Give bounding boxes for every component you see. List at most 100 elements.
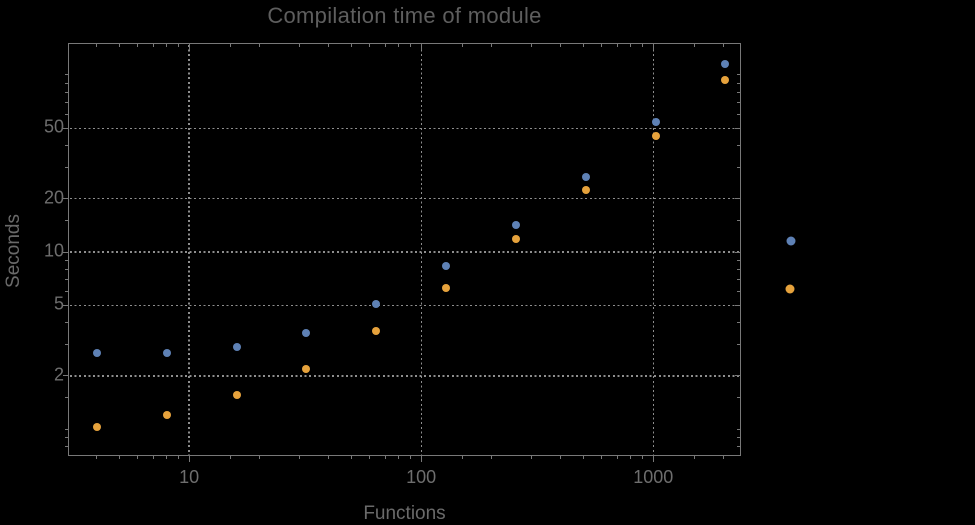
y-tick-right-15: [737, 220, 741, 222]
x-tick-bottom-200: [490, 455, 492, 459]
x-tick-top-7: [152, 43, 154, 47]
x-tick-bottom-30: [299, 455, 301, 459]
x-tick-top-900: [642, 43, 644, 47]
data-point-series-1-blue-x32: [302, 328, 311, 337]
x-tick-bottom-15: [229, 455, 231, 459]
y-tick-right-40: [737, 144, 741, 146]
x-tick-bottom-8: [166, 455, 168, 459]
y-tick-label-2: 2: [53, 364, 64, 385]
y-tick-label-5: 5: [53, 294, 64, 315]
x-tick-top-20: [258, 43, 260, 47]
x-tick-top-60: [369, 43, 371, 47]
x-tick-top-15: [229, 43, 231, 47]
x-tick-bottom-20: [258, 455, 260, 459]
x-tick-bottom-300: [531, 455, 533, 459]
y-tick-right-50: [734, 127, 741, 129]
chart-title: Compilation time of module: [267, 3, 542, 28]
y-tick-label-10: 10: [43, 240, 64, 261]
y-tick-right-20: [734, 198, 741, 200]
x-axis-label: Functions: [363, 503, 446, 524]
y-tick-right-6: [737, 290, 741, 292]
x-tick-bottom-900: [642, 455, 644, 459]
x-tick-top-300: [531, 43, 533, 47]
x-tick-bottom-60: [369, 455, 371, 459]
y-tick-left-0.8: [65, 445, 69, 447]
data-point-series-1-blue-x8: [162, 348, 171, 357]
gridline-y-20: [69, 198, 740, 200]
y-tick-left-5: [62, 304, 69, 306]
y-tick-left-90: [65, 82, 69, 84]
y-tick-left-15: [65, 220, 69, 222]
gridline-y-50: [69, 127, 740, 129]
y-tick-label-20: 20: [43, 187, 64, 208]
data-point-series-2-orange-x64: [372, 326, 381, 335]
x-tick-bottom-1000: [652, 455, 654, 462]
y-tick-right-70: [737, 101, 741, 103]
data-point-series-2-orange-x2048: [721, 75, 730, 84]
y-tick-right-80: [737, 91, 741, 93]
x-tick-bottom-150: [461, 455, 463, 459]
x-tick-bottom-4: [96, 455, 98, 459]
x-tick-bottom-800: [630, 455, 632, 459]
x-tick-bottom-9: [178, 455, 180, 459]
y-tick-right-100: [737, 74, 741, 76]
y-tick-left-100: [65, 74, 69, 76]
x-tick-top-200: [490, 43, 492, 47]
x-tick-top-500: [582, 43, 584, 47]
y-tick-left-2: [62, 375, 69, 377]
y-tick-right-60: [737, 113, 741, 115]
x-tick-top-1500: [693, 43, 695, 47]
y-tick-left-40: [65, 144, 69, 146]
x-tick-label-1000: 1000: [633, 466, 674, 487]
y-tick-left-0.9: [65, 436, 69, 438]
y-tick-right-5: [734, 304, 741, 306]
x-tick-top-5: [118, 43, 120, 47]
x-tick-top-4: [96, 43, 98, 47]
gridline-y-10: [69, 251, 740, 253]
x-tick-bottom-70: [384, 455, 386, 459]
gridline-x-1000: [652, 44, 654, 455]
y-tick-left-80: [65, 91, 69, 93]
x-tick-bottom-600: [601, 455, 603, 459]
legend-marker-series-1-blue: [786, 236, 795, 246]
y-tick-right-1: [737, 428, 741, 430]
x-tick-top-2000: [722, 43, 724, 47]
x-tick-top-80: [398, 43, 400, 47]
data-point-series-1-blue-x512: [581, 173, 590, 182]
data-point-series-2-orange-x512: [581, 185, 590, 194]
y-axis-label: Seconds: [3, 214, 24, 288]
data-point-series-1-blue-x128: [442, 262, 451, 271]
y-tick-left-7: [65, 278, 69, 280]
data-point-series-1-blue-x64: [372, 299, 381, 308]
y-tick-left-3: [65, 344, 69, 346]
x-tick-bottom-700: [616, 455, 618, 459]
y-tick-right-8: [737, 268, 741, 270]
data-point-series-2-orange-x8: [162, 411, 171, 420]
x-tick-top-6: [137, 43, 139, 47]
data-point-series-2-orange-x16: [232, 391, 241, 400]
x-tick-top-150: [461, 43, 463, 47]
data-point-series-2-orange-x32: [302, 364, 311, 373]
y-tick-left-4: [65, 322, 69, 324]
x-tick-top-50: [350, 43, 352, 47]
x-tick-bottom-50: [350, 455, 352, 459]
x-tick-bottom-5: [118, 455, 120, 459]
data-point-series-2-orange-x256: [511, 235, 520, 244]
data-point-series-2-orange-x4: [92, 422, 101, 431]
y-tick-right-7: [737, 278, 741, 280]
y-tick-right-90: [737, 82, 741, 84]
plot-frame: [68, 43, 741, 456]
y-tick-left-8: [65, 268, 69, 270]
x-tick-top-1000: [652, 43, 654, 50]
y-tick-left-9: [65, 259, 69, 261]
x-tick-top-40: [328, 43, 330, 47]
y-tick-right-30: [737, 167, 741, 169]
x-tick-top-8: [166, 43, 168, 47]
y-tick-right-3: [737, 344, 741, 346]
x-tick-top-70: [384, 43, 386, 47]
x-tick-top-400: [560, 43, 562, 47]
y-tick-right-2: [734, 375, 741, 377]
x-tick-top-9: [178, 43, 180, 47]
data-point-series-1-blue-x4: [92, 348, 101, 357]
